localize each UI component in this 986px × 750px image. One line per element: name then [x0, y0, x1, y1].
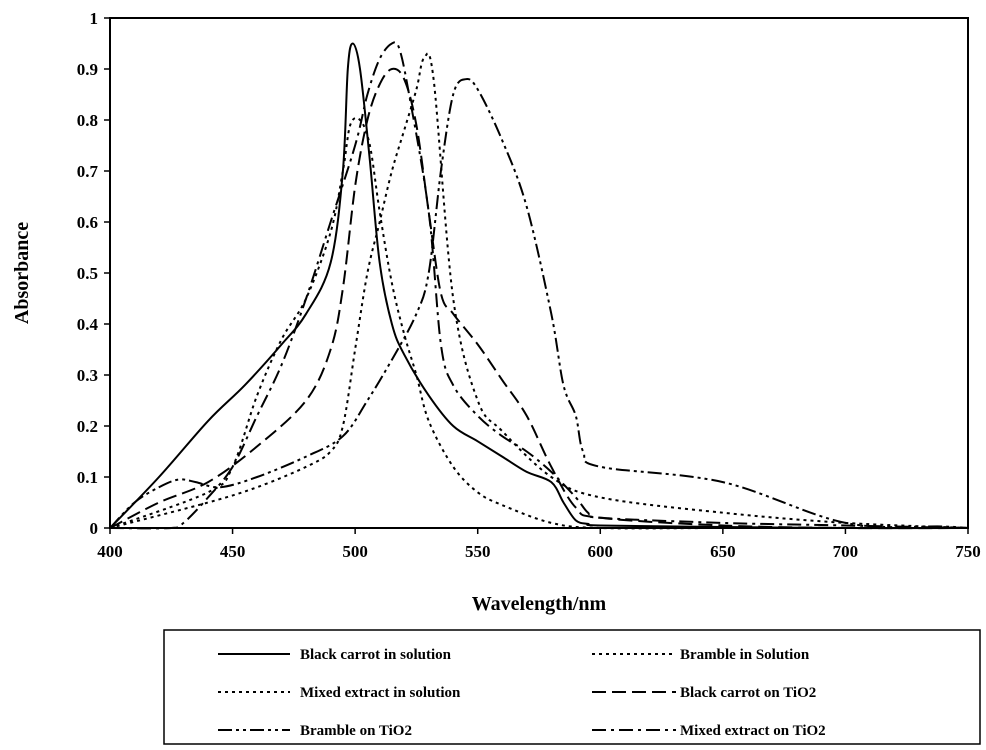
x-axis-title: Wavelength/nm — [472, 593, 607, 615]
y-tick-label: 1 — [90, 9, 99, 28]
legend-label: Black carrot in solution — [300, 647, 452, 663]
series-lines — [109, 41, 969, 530]
legend-label: Black carrot on TiO2 — [680, 685, 816, 701]
x-tick-label: 400 — [97, 542, 123, 561]
y-tick-label: 0.6 — [77, 213, 98, 232]
legend-label: Bramble in Solution — [680, 647, 810, 663]
y-tick-labels: 0 0.1 0.2 0.3 0.4 0.5 0.6 0.7 0.8 0.9 1 — [77, 9, 99, 538]
x-tick-label: 650 — [710, 542, 736, 561]
series-line-2 — [109, 52, 969, 529]
series-line-6 — [109, 41, 969, 530]
x-tick-label: 700 — [833, 542, 859, 561]
series-line-3 — [109, 116, 968, 530]
series-line-1 — [109, 42, 969, 530]
x-tick-label: 450 — [220, 542, 246, 561]
y-tick-label: 0.4 — [77, 315, 99, 334]
y-tick-label: 0.9 — [77, 60, 98, 79]
y-tick-label: 0.1 — [77, 468, 98, 487]
legend-label: Mixed extract on TiO2 — [680, 723, 826, 739]
x-tick-labels: 400 450 500 550 600 650 700 750 — [97, 542, 981, 561]
y-axis-title: Absorbance — [11, 222, 33, 324]
legend-label: Bramble on TiO2 — [300, 723, 412, 739]
y-tick-label: 0.8 — [77, 111, 98, 130]
axis-ticks — [104, 17, 969, 534]
legend-box — [163, 629, 981, 745]
y-tick-label: 0.3 — [77, 366, 98, 385]
series-line-5 — [109, 77, 969, 529]
x-tick-label: 600 — [588, 542, 614, 561]
y-tick-label: 0 — [90, 519, 99, 538]
x-tick-label: 550 — [465, 542, 491, 561]
y-tick-label: 0.2 — [77, 417, 98, 436]
x-tick-label: 500 — [342, 542, 368, 561]
legend: Black carrot in solution Bramble in Solut… — [163, 629, 981, 745]
y-tick-label: 0.5 — [77, 264, 98, 283]
legend-label: Mixed extract in solution — [300, 685, 461, 701]
series-line-4 — [109, 67, 969, 530]
x-tick-label: 750 — [955, 542, 981, 561]
plot-area-frame — [109, 17, 969, 529]
y-tick-label: 0.7 — [77, 162, 99, 181]
